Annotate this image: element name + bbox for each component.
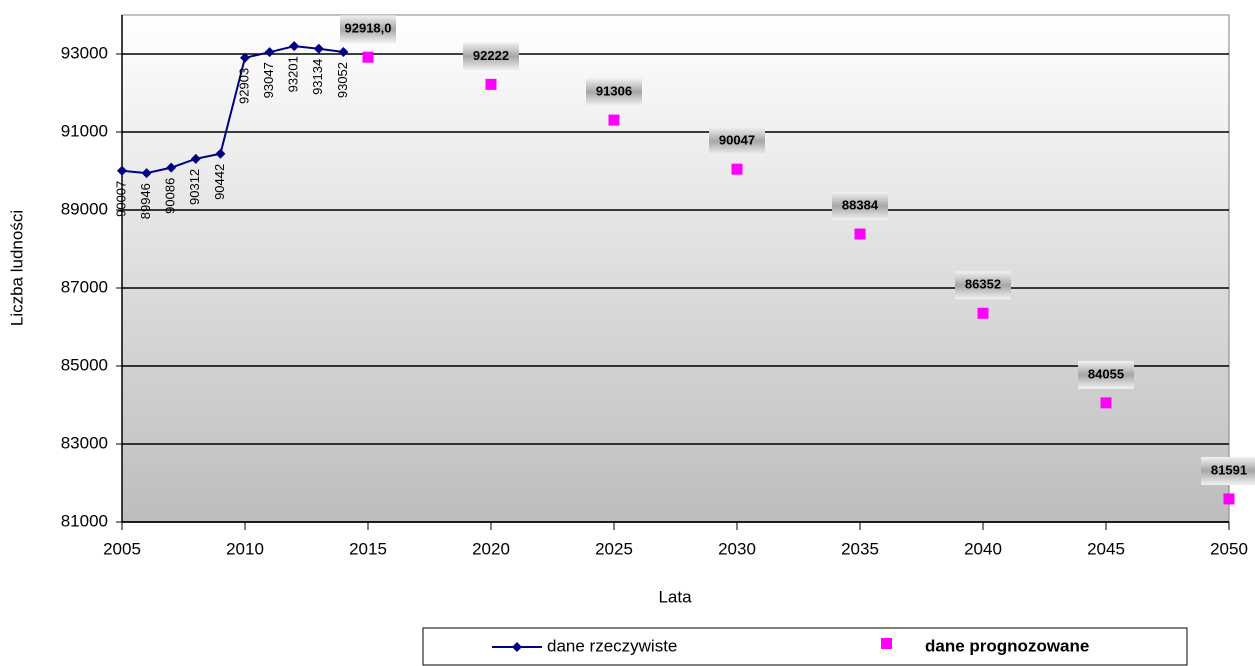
legend [422,627,1188,666]
data-label-box [463,42,519,71]
x-tick-label: 2030 [718,539,756,558]
point [1100,397,1112,409]
data-label: 90047 [719,133,755,148]
point [190,153,201,164]
point [141,168,152,179]
x-tick-label: 2010 [226,539,264,558]
x-tick-label: 2035 [841,539,879,558]
data-label-box [586,78,642,107]
data-label: 92918,0 [345,21,392,36]
data-label-box [1201,456,1255,485]
y-tick-label: 89000 [61,199,108,218]
data-label: 92222 [473,48,509,63]
x-tick-label: 2025 [595,539,633,558]
point [608,114,620,126]
data-label: 89946 [138,183,153,219]
point [240,52,250,63]
point [264,47,275,58]
point [362,51,374,63]
point [313,43,324,54]
point [485,78,497,90]
data-label-box [832,192,888,221]
data-label: 93201 [286,56,301,92]
data-label: 93052 [335,62,350,98]
y-tick-label: 91000 [61,121,108,140]
data-label: 84055 [1088,366,1124,381]
data-label: 92903 [236,68,251,104]
point [977,307,989,319]
data-label: 90007 [113,181,128,217]
x-tick-label: 2005 [103,539,141,558]
plot-area [121,14,1230,523]
point [854,228,866,240]
data-label: 90442 [212,164,227,200]
data-label: 91306 [596,84,632,99]
data-label-box [340,15,396,44]
legend-label: dane prognozowane [925,636,1089,655]
y-tick-label: 93000 [61,43,108,62]
point [338,46,349,57]
x-tick-label: 2050 [1210,539,1248,558]
point [215,148,226,159]
y-tick-label: 81000 [61,511,108,530]
point [1223,493,1235,505]
line [121,45,344,175]
x-tick-label: 2040 [964,539,1002,558]
legend-marker [512,642,522,652]
data-label: 88384 [842,197,879,212]
y-axis-label: Liczba ludności [7,210,26,326]
data-label-box [709,127,765,156]
x-tick-label: 2015 [349,539,387,558]
legend-marker [881,638,892,649]
x-tick-label: 2045 [1087,539,1125,558]
y-tick-label: 85000 [61,355,108,374]
data-label: 90312 [187,169,202,205]
data-label: 93047 [261,62,276,98]
point [117,165,127,176]
legend-label: dane rzeczywiste [547,636,677,655]
data-label-box [1078,360,1134,389]
data-label-box [955,271,1011,300]
y-tick-label: 87000 [61,277,108,296]
data-label: 81591 [1211,462,1247,477]
y-tick-label: 83000 [61,433,108,452]
x-tick-label: 2020 [472,539,510,558]
point [731,163,743,175]
data-label: 86352 [965,277,1001,292]
point [166,162,177,173]
point [289,41,300,52]
x-axis-label: Lata [658,587,692,606]
data-label: 90086 [163,178,178,214]
data-label: 93134 [310,59,325,95]
